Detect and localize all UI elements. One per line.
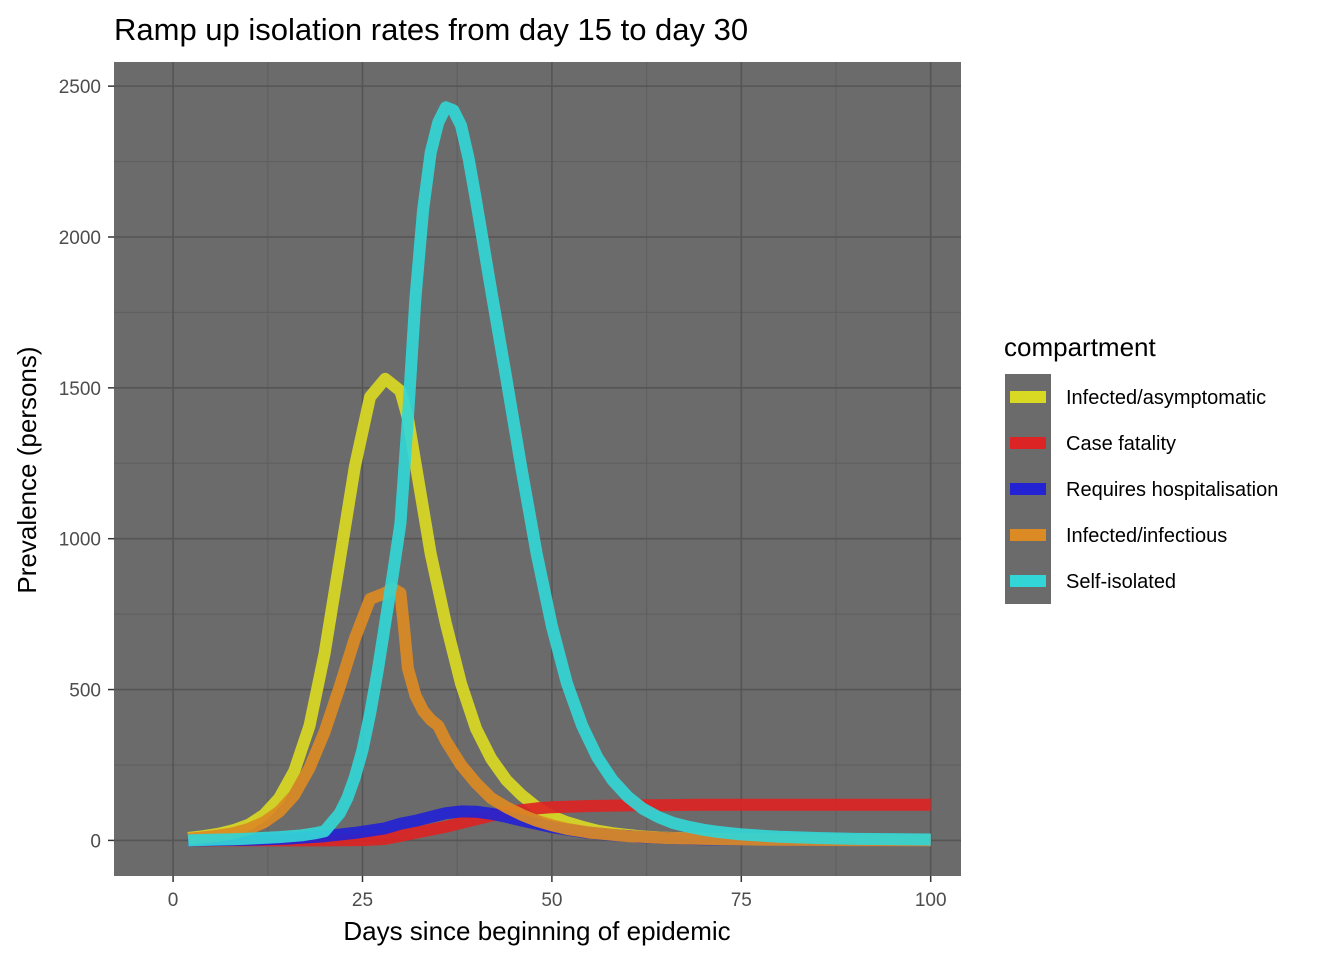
x-tick-label: 25: [352, 890, 373, 911]
series-lines: [187, 101, 931, 847]
legend-label: Infected/infectious: [1066, 525, 1227, 547]
legend-label: Requires hospitalisation: [1066, 479, 1278, 501]
x-axis-title: Days since beginning of epidemic: [343, 916, 730, 946]
y-axis-title: Prevalence (persons): [12, 346, 42, 593]
y-tick-label: 1000: [59, 530, 101, 551]
x-axis: 0 25 50 75 100: [168, 876, 947, 911]
y-tick-label: 2000: [59, 228, 101, 249]
y-tick-label: 500: [69, 681, 101, 702]
legend: compartment Infected/asymptomatic Case fa…: [1004, 332, 1278, 604]
legend-title: compartment: [1004, 332, 1156, 362]
series-line-4: [188, 101, 931, 847]
x-tick-label: 100: [915, 890, 947, 911]
plot-panel: [114, 62, 961, 876]
x-tick-label: 50: [541, 890, 562, 911]
y-tick-label: 1500: [59, 379, 101, 400]
y-tick-label: 2500: [59, 77, 101, 98]
legend-label: Self-isolated: [1066, 571, 1176, 593]
y-axis: 0 500 1000 1500 2000 2500: [59, 77, 114, 852]
x-tick-label: 0: [168, 890, 179, 911]
chart-title: Ramp up isolation rates from day 15 to d…: [114, 12, 748, 47]
series-line-3: [187, 582, 931, 847]
y-tick-label: 0: [90, 831, 101, 852]
legend-items: Infected/asymptomatic Case fatality Requir…: [1010, 387, 1278, 593]
legend-label: Case fatality: [1066, 433, 1176, 455]
x-tick-label: 75: [731, 890, 752, 911]
legend-label: Infected/asymptomatic: [1066, 387, 1266, 409]
